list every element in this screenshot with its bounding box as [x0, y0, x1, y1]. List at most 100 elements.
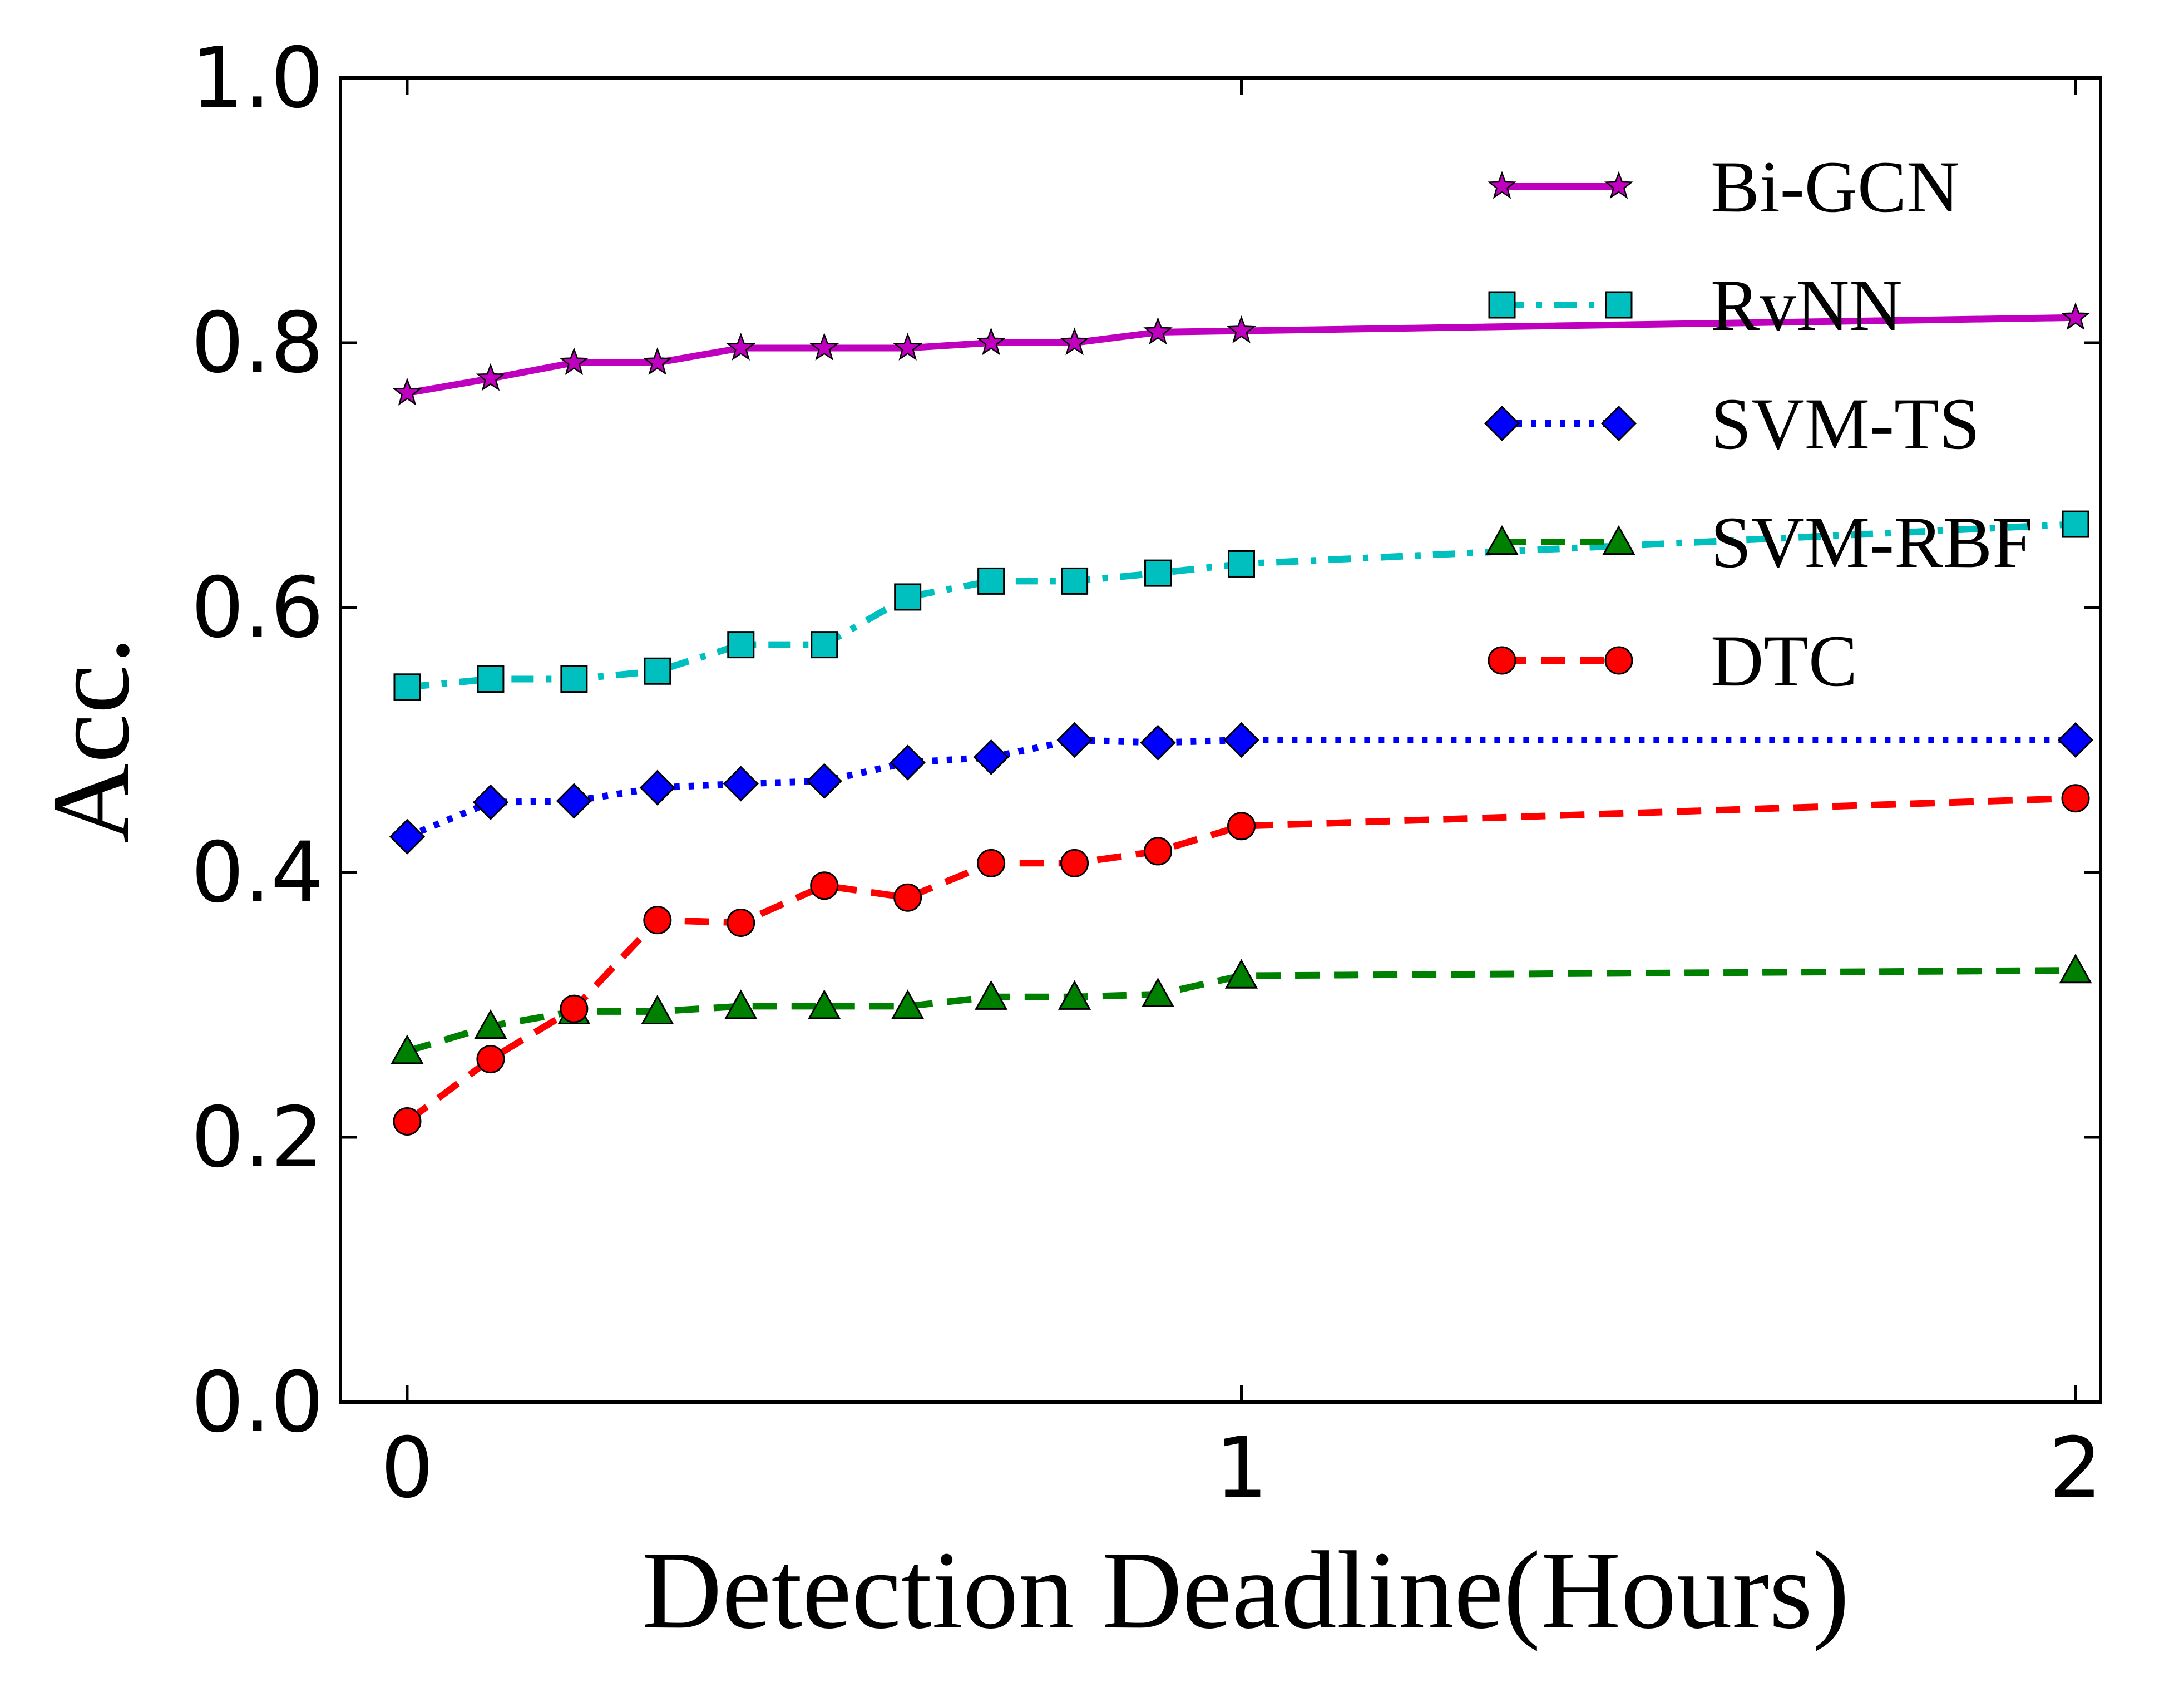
data-point-bi-gcn	[1060, 327, 1089, 356]
series-rvnn	[393, 510, 2089, 701]
data-point-rvnn	[560, 665, 588, 693]
data-point-rvnn	[727, 631, 755, 659]
data-point-dtc	[1144, 837, 1173, 866]
data-point-bi-gcn	[726, 332, 756, 361]
series-line-svm-rbf	[406, 967, 2076, 1055]
legend-item-rvnn: RvNN	[1488, 264, 1903, 346]
y-tick-label: 0.0	[191, 1354, 324, 1451]
y-tick-label: 0.2	[191, 1089, 324, 1186]
data-point-svm-ts	[389, 818, 426, 855]
data-point-svm-rbf	[474, 1009, 507, 1039]
legend-marker	[1488, 291, 1516, 319]
legend-label: Bi-GCN	[1711, 146, 1959, 228]
series-line-bi-gcn	[406, 314, 2076, 397]
data-point-dtc	[977, 849, 1006, 877]
data-point-bi-gcn	[2061, 302, 2091, 331]
data-point-svm-ts	[556, 783, 592, 819]
data-point-svm-rbf	[641, 994, 674, 1024]
data-point-svm-ts	[890, 744, 926, 781]
legend-item-svm-ts: SVM-TS	[1484, 383, 1980, 465]
series-svm-ts	[389, 722, 2094, 855]
data-point-bi-gcn	[1143, 317, 1173, 345]
data-point-svm-rbf	[1224, 959, 1258, 989]
data-point-bi-gcn	[893, 332, 922, 361]
legend-label: SVM-RBF	[1711, 501, 2033, 583]
data-point-dtc	[476, 1045, 505, 1074]
x-axis-title: Detection Deadline(Hours)	[641, 1529, 1849, 1652]
data-point-bi-gcn	[1227, 315, 1256, 343]
y-tick-label: 0.8	[191, 295, 324, 392]
legend-marker	[1604, 171, 1634, 199]
y-tick-label: 0.6	[191, 560, 324, 657]
series-bi-gcn	[392, 302, 2091, 406]
legend-item-bi-gcn: Bi-GCN	[1487, 146, 1959, 228]
plot-area-frame	[339, 76, 2102, 1404]
data-point-svm-rbf	[808, 989, 841, 1019]
data-point-dtc	[1060, 849, 1089, 877]
data-point-bi-gcn	[476, 363, 506, 391]
legend-item-dtc: DTC	[1488, 620, 1857, 702]
legend-label: DTC	[1711, 620, 1857, 702]
series-dtc	[393, 784, 2090, 1136]
data-point-svm-ts	[1140, 724, 1176, 761]
legend-label: SVM-TS	[1711, 383, 1980, 465]
series-layer	[389, 302, 2094, 1136]
data-point-bi-gcn	[559, 347, 589, 376]
data-point-dtc	[2061, 784, 2090, 813]
data-point-svm-ts	[2057, 722, 2094, 758]
data-point-svm-ts	[1056, 722, 1093, 758]
data-point-rvnn	[644, 657, 671, 685]
legend-marker	[1605, 291, 1633, 319]
legend-marker	[1484, 405, 1520, 442]
series-svm-rbf	[391, 954, 2092, 1064]
data-point-rvnn	[811, 631, 838, 659]
legend-label: RvNN	[1711, 264, 1903, 346]
data-point-svm-rbf	[391, 1034, 424, 1064]
x-tick-label: 1	[1215, 1420, 1268, 1517]
data-point-rvnn	[477, 665, 505, 693]
data-point-svm-rbf	[724, 989, 758, 1019]
data-point-rvnn	[393, 673, 421, 701]
data-point-svm-rbf	[2059, 954, 2092, 984]
data-point-svm-ts	[723, 766, 759, 802]
data-point-rvnn	[1061, 567, 1089, 595]
x-tick-label: 0	[381, 1420, 433, 1517]
data-point-dtc	[393, 1107, 422, 1136]
data-point-rvnn	[1227, 550, 1255, 578]
data-point-rvnn	[2062, 510, 2089, 538]
axis-layer: 0.0 0.2 0.4 0.6 0.8 1.0 0 1 2	[191, 30, 2102, 1517]
legend-marker	[1485, 525, 1519, 555]
data-point-bi-gcn	[643, 347, 673, 376]
legend-marker	[1602, 525, 1635, 555]
data-point-svm-ts	[472, 784, 509, 820]
data-point-rvnn	[1144, 559, 1172, 587]
y-tick-label: 1.0	[191, 30, 324, 127]
data-point-dtc	[893, 883, 922, 912]
legend-marker	[1488, 646, 1516, 675]
data-point-bi-gcn	[809, 332, 839, 361]
data-point-svm-rbf	[975, 980, 1008, 1010]
legend-marker	[1600, 405, 1637, 442]
legend-marker	[1604, 646, 1633, 675]
y-axis-title: Acc.	[29, 637, 152, 844]
data-point-dtc	[643, 906, 672, 935]
legend-item-svm-rbf: SVM-RBF	[1485, 501, 2033, 583]
y-tick-label: 0.4	[191, 825, 324, 921]
data-point-svm-rbf	[891, 989, 925, 1019]
data-point-bi-gcn	[392, 377, 422, 406]
data-point-bi-gcn	[976, 327, 1006, 356]
data-point-dtc	[560, 994, 589, 1023]
data-point-dtc	[1227, 812, 1256, 841]
data-point-svm-rbf	[1141, 977, 1175, 1008]
data-point-svm-ts	[806, 763, 842, 799]
data-point-dtc	[727, 908, 755, 937]
legend: Bi-GCN RvNN SVM-TS SVM-RBF DTC	[1484, 146, 2033, 702]
data-point-svm-rbf	[1058, 980, 1091, 1010]
x-tick-label: 2	[2049, 1420, 2102, 1517]
data-point-svm-ts	[639, 769, 675, 806]
data-point-rvnn	[894, 583, 922, 611]
data-point-rvnn	[977, 567, 1005, 595]
data-point-dtc	[810, 871, 839, 900]
legend-marker	[1487, 171, 1517, 199]
